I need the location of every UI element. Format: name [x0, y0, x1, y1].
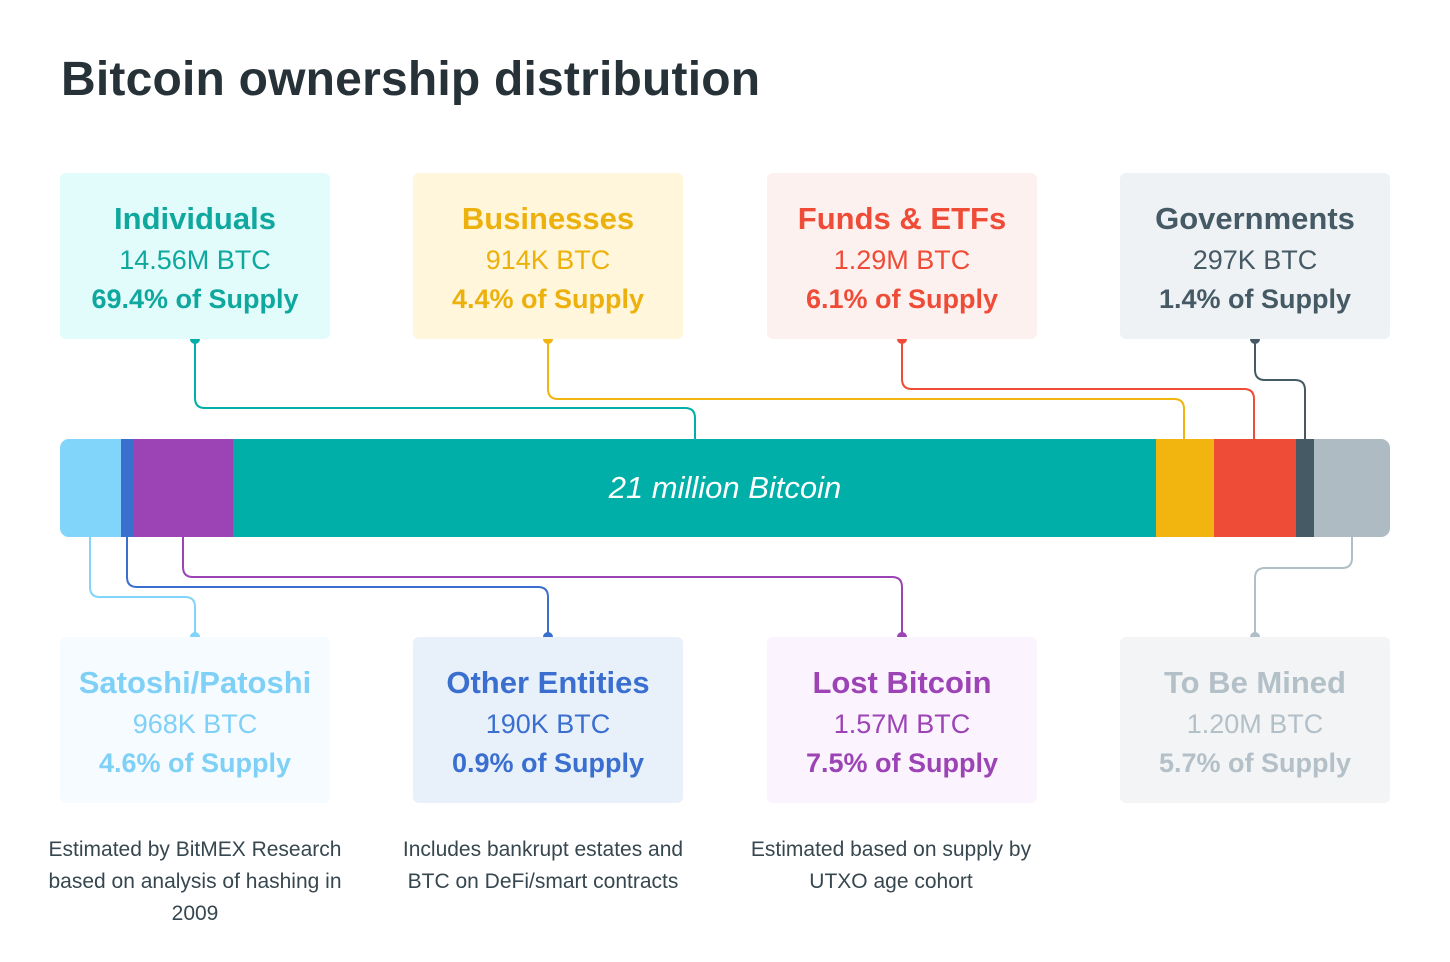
connector-lost: [182, 537, 903, 637]
chart-title: Bitcoin ownership distribution: [61, 53, 761, 106]
bar-segment-governments: [1296, 439, 1314, 537]
card-name: Businesses: [461, 201, 635, 236]
connector-funds: [901, 339, 1255, 439]
connector-other: [126, 537, 549, 637]
card-pct: 7.5% of Supply: [805, 748, 999, 778]
card-businesses: Businesses 914K BTC 4.4% of Supply: [413, 173, 683, 339]
bar-segment-other: [121, 439, 133, 537]
supply-bar: [60, 439, 1390, 537]
card-name: Other Entities: [446, 665, 650, 700]
bar-segment-individuals: [233, 439, 1156, 537]
card-btc: 1.20M BTC: [1186, 709, 1324, 739]
card-pct: 6.1% of Supply: [805, 284, 999, 314]
connector-individuals: [194, 339, 696, 439]
card-btc: 968K BTC: [132, 709, 258, 739]
card-btc: 14.56M BTC: [119, 245, 271, 275]
card-name: To Be Mined: [1164, 665, 1346, 700]
bar-segment-businesses: [1156, 439, 1214, 537]
card-pct: 0.9% of Supply: [451, 748, 645, 778]
connector-governments: [1254, 339, 1306, 439]
note-satoshi: Estimated by BitMEX Research based on an…: [48, 838, 342, 925]
card-btc: 1.57M BTC: [833, 709, 971, 739]
bar-segment-satoshi: [60, 439, 121, 537]
card-btc: 190K BTC: [485, 709, 611, 739]
card-pct: 1.4% of Supply: [1158, 284, 1352, 314]
card-name: Governments: [1155, 201, 1355, 236]
bar-segment-lost: [133, 439, 233, 537]
card-governments: Governments 297K BTC 1.4% of Supply: [1120, 173, 1390, 339]
card-btc: 914K BTC: [485, 245, 611, 275]
connector-tobemined: [1254, 537, 1353, 637]
card-name: Lost Bitcoin: [812, 665, 992, 700]
bar-segment-tobemined: [1314, 439, 1390, 537]
card-name: Individuals: [114, 201, 276, 236]
card-other-entities: Other Entities 190K BTC 0.9% of Supply: [413, 637, 683, 803]
card-to-be-mined: To Be Mined 1.20M BTC 5.7% of Supply: [1120, 637, 1390, 803]
card-name: Satoshi/Patoshi: [78, 665, 312, 700]
card-name: Funds & ETFs: [797, 201, 1007, 236]
connector-satoshi: [89, 537, 196, 637]
note-other-entities: Includes bankrupt estates and BTC on DeF…: [402, 838, 684, 893]
card-pct: 4.4% of Supply: [451, 284, 645, 314]
bar-segment-funds: [1214, 439, 1296, 537]
card-individuals: Individuals 14.56M BTC 69.4% of Supply: [60, 173, 330, 339]
card-satoshi-patoshi: Satoshi/Patoshi 968K BTC 4.6% of Supply: [60, 637, 330, 803]
card-btc: 1.29M BTC: [833, 245, 971, 275]
note-lost-bitcoin: Estimated based on supply by UTXO age co…: [750, 838, 1032, 893]
card-funds-etfs: Funds & ETFs 1.29M BTC 6.1% of Supply: [767, 173, 1037, 339]
connector-businesses: [547, 339, 1185, 439]
card-lost-bitcoin: Lost Bitcoin 1.57M BTC 7.5% of Supply: [767, 637, 1037, 803]
card-pct: 69.4% of Supply: [91, 284, 299, 314]
card-pct: 4.6% of Supply: [98, 748, 292, 778]
card-btc: 297K BTC: [1192, 245, 1318, 275]
card-pct: 5.7% of Supply: [1158, 748, 1352, 778]
